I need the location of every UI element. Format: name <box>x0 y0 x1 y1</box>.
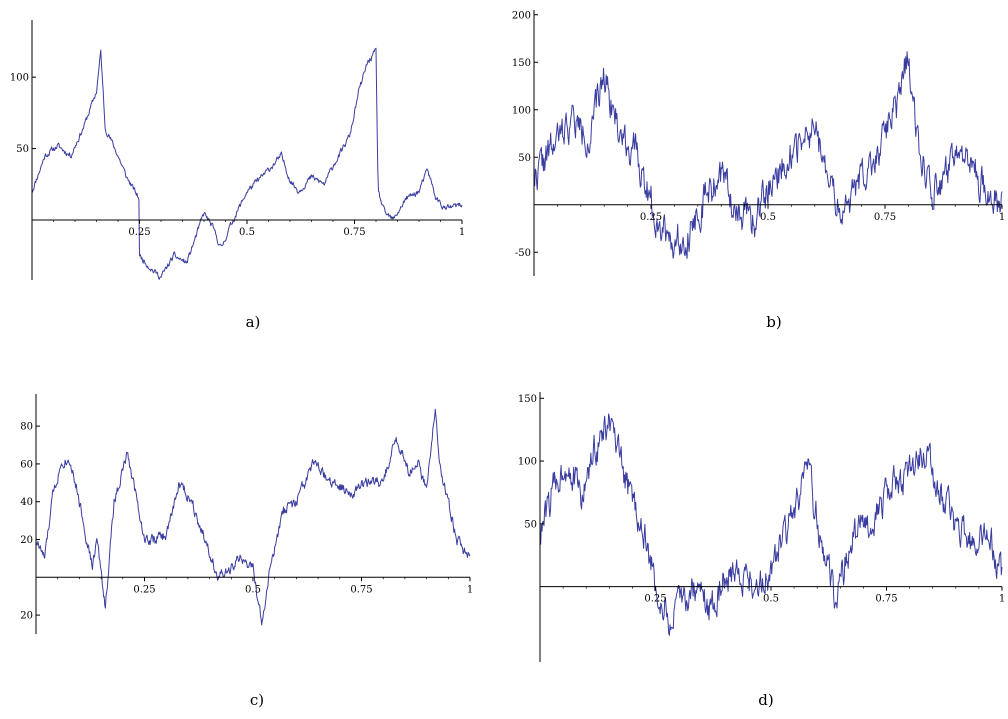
chart-c-svg: 0.25 0.5 0.75 1 20 20 40 60 80 <box>20 394 473 634</box>
series-line-a <box>31 47 463 280</box>
chart-panel-a: 0.25 0.5 0.75 1 50 100 <box>10 18 472 288</box>
y-tick-label-c: 20 <box>20 611 33 622</box>
y-tick-label-c: 40 <box>20 497 33 508</box>
y-tick-label-b: 100 <box>512 105 531 116</box>
x-tick-label-a: 1 <box>459 227 465 238</box>
y-tick-label-c: 20 <box>20 535 33 546</box>
x-tick-label-d: 0.25 <box>644 594 666 605</box>
x-tick-label-b: 0.25 <box>640 212 662 223</box>
y-tick-label-b: 50 <box>518 153 531 164</box>
chart-panel-c: 0.25 0.5 0.75 1 20 20 40 60 80 <box>20 390 480 640</box>
caption-d: d) <box>758 691 774 709</box>
y-tick-label-d: 100 <box>518 457 537 468</box>
x-tick-label-b: 0.75 <box>874 212 896 223</box>
x-tick-label-c: 0.5 <box>245 584 261 595</box>
x-tick-label-a: 0.5 <box>239 227 255 238</box>
x-tick-label-d: 0.75 <box>875 594 897 605</box>
x-tick-label-c: 1 <box>467 584 473 595</box>
y-tick-label-d: 150 <box>518 394 537 405</box>
chart-b-svg: 0.25 0.5 0.75 1 -50 50 100 150 200 <box>512 10 1005 276</box>
x-tick-label-c: 0.75 <box>350 584 372 595</box>
y-tick-label-b: 200 <box>512 10 531 21</box>
series-line-b <box>533 51 1003 259</box>
x-tick-label-b: 1 <box>999 212 1005 223</box>
y-tick-label-a: 50 <box>16 144 29 155</box>
x-tick-label-c: 0.25 <box>133 584 155 595</box>
series-line-d <box>539 413 1003 636</box>
x-tick-label-a: 0.25 <box>128 227 150 238</box>
series-line-c <box>35 408 471 626</box>
x-tick-label-d: 0.5 <box>763 594 779 605</box>
y-tick-label-a: 100 <box>10 73 29 84</box>
y-tick-label-b: 150 <box>512 58 531 69</box>
caption-a: a) <box>245 313 261 331</box>
y-tick-label-b: -50 <box>515 248 531 259</box>
caption-c: c) <box>249 691 265 709</box>
chart-panel-d: 0.25 0.5 0.75 1 50 100 150 <box>518 390 1008 670</box>
chart-panel-b: 0.25 0.5 0.75 1 -50 50 100 150 200 <box>512 8 1008 280</box>
x-tick-label-a: 0.75 <box>343 227 365 238</box>
y-tick-label-c: 60 <box>20 459 33 470</box>
y-tick-label-d: 50 <box>524 519 537 530</box>
x-tick-label-d: 1 <box>999 594 1005 605</box>
chart-a-svg: 0.25 0.5 0.75 1 50 100 <box>10 20 465 280</box>
y-tick-label-c: 80 <box>20 422 33 433</box>
x-tick-label-b: 0.5 <box>760 212 776 223</box>
caption-b: b) <box>766 313 782 331</box>
